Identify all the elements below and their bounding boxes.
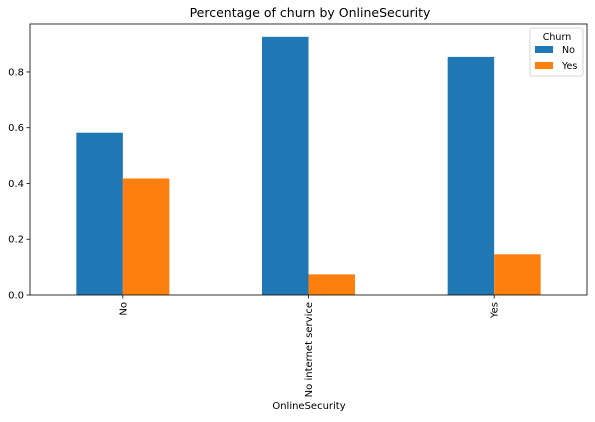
y-tick-label-0: 0.0 xyxy=(8,291,24,302)
legend-swatch-no xyxy=(535,46,553,53)
y-axis: 0.0 0.2 0.4 0.6 0.8 xyxy=(8,67,30,302)
x-axis-label: OnlineSecurity xyxy=(272,401,345,412)
x-tick-label-0: No xyxy=(118,302,129,316)
bar-no-2 xyxy=(447,56,495,296)
y-tick-label-4: 0.8 xyxy=(8,67,24,78)
y-tick-label-1: 0.2 xyxy=(8,235,24,246)
bar-no-1 xyxy=(262,36,309,295)
bar-yes-0 xyxy=(122,178,170,295)
legend-label-yes: Yes xyxy=(561,61,577,72)
x-tick-label-2: Yes xyxy=(490,302,501,319)
legend-label-no: No xyxy=(562,45,575,56)
chart-title: Percentage of churn by OnlineSecurity xyxy=(190,5,431,20)
plot-frame xyxy=(29,23,588,296)
bar-yes-2 xyxy=(494,254,541,295)
y-tick-label-2: 0.4 xyxy=(8,179,24,190)
x-tick-label-1: No internet service xyxy=(304,302,315,397)
bars-layer xyxy=(76,36,541,296)
legend-title: Churn xyxy=(543,32,571,43)
legend-swatch-yes xyxy=(535,62,553,69)
legend: Churn No Yes xyxy=(529,27,584,77)
y-tick-label-3: 0.6 xyxy=(8,123,24,134)
bar-no-0 xyxy=(76,132,123,295)
bar-yes-1 xyxy=(308,274,355,295)
x-axis: No No internet service Yes xyxy=(118,295,501,397)
